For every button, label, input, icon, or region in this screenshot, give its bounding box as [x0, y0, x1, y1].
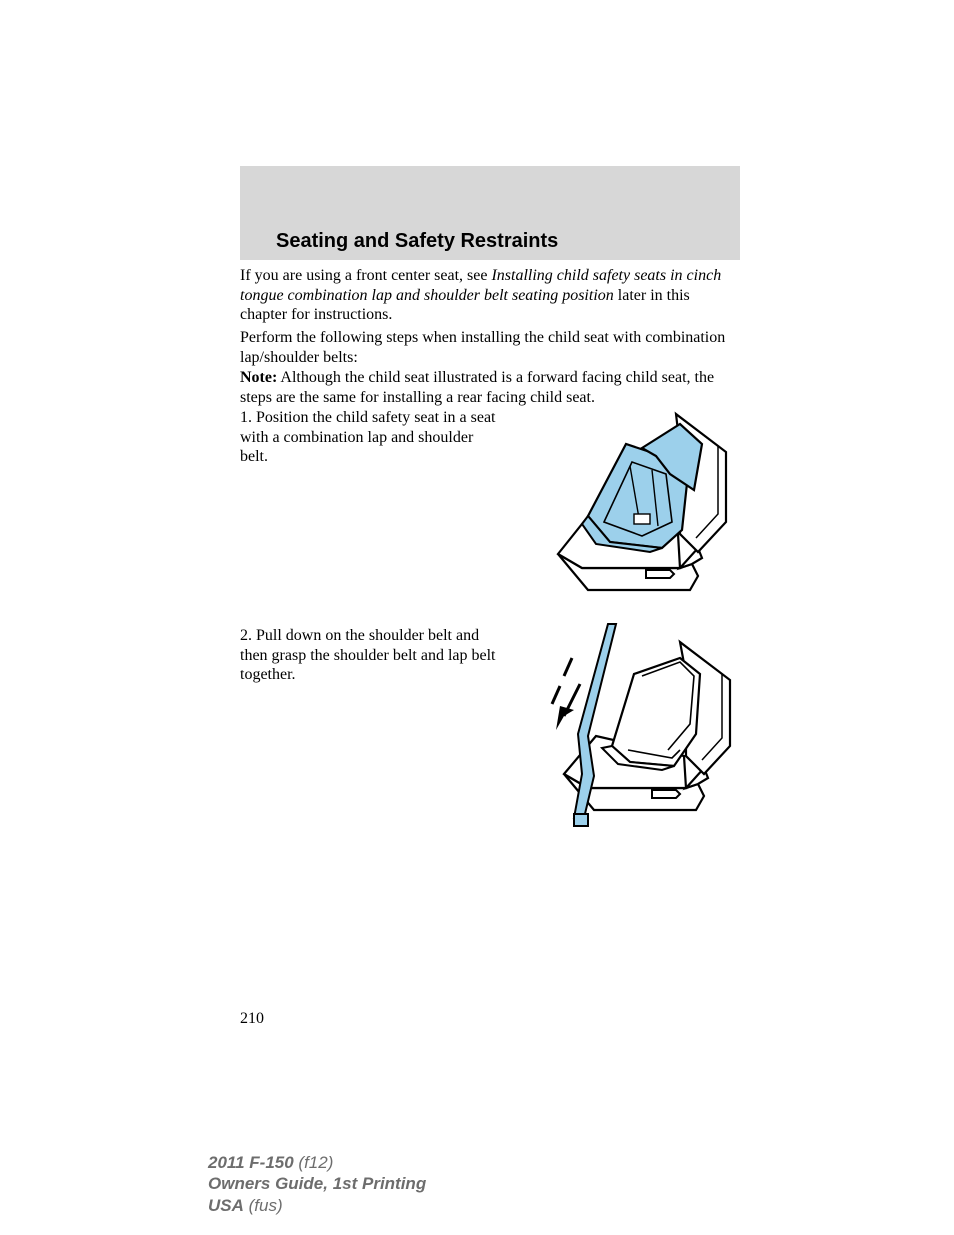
note-label: Note:	[240, 369, 277, 386]
page-number: 210	[240, 1010, 264, 1028]
intro-pre: If you are using a front center seat, se…	[240, 267, 491, 284]
footer-line-3: USA (fus)	[208, 1195, 426, 1216]
intro-paragraph: If you are using a front center seat, se…	[240, 266, 740, 325]
footer-model: 2011 F-150	[208, 1153, 294, 1172]
footer-line-1: 2011 F-150 (f12)	[208, 1152, 426, 1173]
child-seat-illustration-icon	[530, 404, 740, 604]
pull-belt-illustration-icon	[530, 618, 740, 828]
figure-1-child-seat	[530, 404, 740, 604]
perform-paragraph: Perform the following steps when install…	[240, 328, 740, 367]
figure-2-pull-belt	[530, 618, 740, 828]
footer-block: 2011 F-150 (f12) Owners Guide, 1st Print…	[208, 1152, 426, 1216]
footer-line-2: Owners Guide, 1st Printing	[208, 1173, 426, 1194]
section-title: Seating and Safety Restraints	[276, 230, 558, 253]
footer-code-2: (fus)	[244, 1196, 283, 1215]
footer-code-1: (f12)	[294, 1153, 334, 1172]
note-paragraph: Note: Although the child seat illustrate…	[240, 368, 740, 407]
note-text: Although the child seat illustrated is a…	[240, 369, 714, 406]
step-1-text: 1. Position the child safety seat in a s…	[240, 408, 500, 467]
footer-region: USA	[208, 1196, 244, 1215]
step-2-text: 2. Pull down on the shoulder belt and th…	[240, 626, 500, 685]
page: Seating and Safety Restraints If you are…	[0, 0, 954, 1235]
